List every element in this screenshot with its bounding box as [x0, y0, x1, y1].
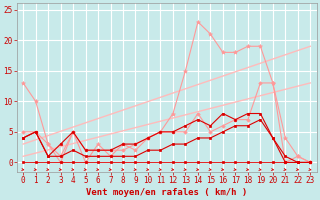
X-axis label: Vent moyen/en rafales ( km/h ): Vent moyen/en rafales ( km/h ) — [86, 188, 247, 197]
